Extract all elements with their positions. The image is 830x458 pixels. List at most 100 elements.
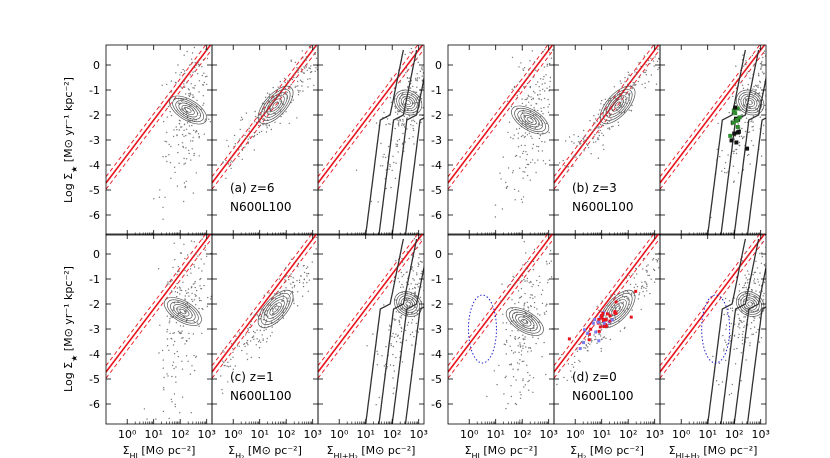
data-point	[182, 281, 184, 283]
data-point	[645, 63, 647, 66]
panel-content	[660, 234, 766, 424]
data-point	[646, 283, 648, 286]
data-point	[181, 360, 183, 362]
x-tick-label: 10⁰	[224, 428, 243, 441]
data-point	[146, 418, 148, 420]
data-point	[417, 286, 419, 288]
data-point	[185, 292, 188, 294]
data-point	[650, 74, 653, 76]
data-point	[187, 292, 189, 294]
data-point	[281, 300, 283, 302]
data-point	[166, 328, 169, 331]
data-point	[511, 299, 513, 301]
contour-line	[178, 102, 198, 118]
data-point	[225, 159, 227, 162]
data-point	[222, 161, 224, 163]
data-point	[406, 251, 408, 253]
data-point	[494, 204, 497, 206]
panel-content	[554, 234, 660, 386]
data-point	[522, 68, 524, 70]
x-tick-label: 10²	[277, 428, 295, 441]
data-point	[313, 52, 316, 54]
data-point	[630, 110, 633, 112]
data-point	[173, 352, 176, 355]
data-point	[525, 151, 527, 153]
panel-content	[212, 234, 318, 394]
observed-point	[602, 321, 606, 325]
data-point	[394, 105, 396, 108]
data-point	[646, 290, 648, 292]
data-point	[401, 93, 404, 95]
data-point	[633, 277, 635, 279]
data-point	[525, 159, 527, 161]
data-point	[269, 101, 271, 103]
data-point	[722, 334, 724, 337]
data-point	[582, 140, 585, 143]
data-point	[535, 103, 537, 105]
data-point	[400, 317, 402, 319]
observed-point	[604, 324, 608, 328]
data-point	[740, 380, 742, 382]
data-point	[408, 97, 411, 99]
data-point	[204, 244, 206, 247]
data-point	[543, 66, 546, 68]
data-point	[626, 83, 629, 86]
panel-content	[212, 45, 318, 190]
data-point	[586, 144, 589, 146]
relation-line-upper	[554, 45, 655, 178]
data-point	[741, 84, 744, 87]
track-line	[733, 75, 766, 235]
observed-point	[582, 328, 586, 332]
data-point	[401, 123, 403, 125]
observed-point	[608, 319, 612, 323]
data-point	[206, 75, 208, 78]
data-point	[604, 98, 606, 101]
data-point	[183, 182, 186, 184]
data-point	[381, 355, 383, 357]
data-point	[252, 330, 255, 333]
data-point	[415, 101, 417, 104]
data-point	[528, 95, 530, 98]
data-point	[396, 140, 399, 142]
data-point	[189, 133, 191, 135]
data-point	[738, 141, 741, 144]
data-point	[598, 333, 600, 335]
data-point	[737, 172, 740, 174]
data-point	[549, 86, 551, 88]
contour-line	[735, 89, 765, 116]
data-point	[197, 61, 200, 63]
data-point	[164, 140, 166, 142]
observed-point	[733, 105, 738, 110]
data-point	[416, 274, 418, 276]
observed-point	[733, 111, 738, 116]
data-point	[749, 342, 751, 344]
data-point	[541, 289, 544, 291]
data-point	[162, 206, 164, 209]
track-line	[391, 75, 424, 235]
data-point	[193, 264, 195, 266]
observed-point	[600, 316, 604, 320]
data-point	[759, 101, 761, 103]
data-point	[624, 77, 626, 79]
data-point	[183, 157, 185, 160]
data-point	[494, 216, 497, 218]
data-point	[166, 373, 168, 375]
data-point	[634, 71, 636, 73]
data-point	[755, 296, 757, 299]
data-point	[190, 412, 192, 414]
data-point	[405, 72, 407, 74]
data-point	[745, 117, 748, 119]
data-point	[724, 162, 727, 164]
data-point	[657, 68, 659, 71]
data-point	[410, 283, 412, 285]
data-point	[289, 293, 292, 295]
data-point	[177, 355, 180, 358]
data-point	[282, 294, 284, 297]
data-point	[745, 251, 748, 253]
data-point	[314, 70, 316, 73]
y-tick-label: -6	[431, 398, 442, 411]
data-point	[408, 137, 410, 140]
data-point	[201, 270, 203, 272]
track-line	[707, 238, 747, 424]
data-point	[531, 285, 533, 288]
